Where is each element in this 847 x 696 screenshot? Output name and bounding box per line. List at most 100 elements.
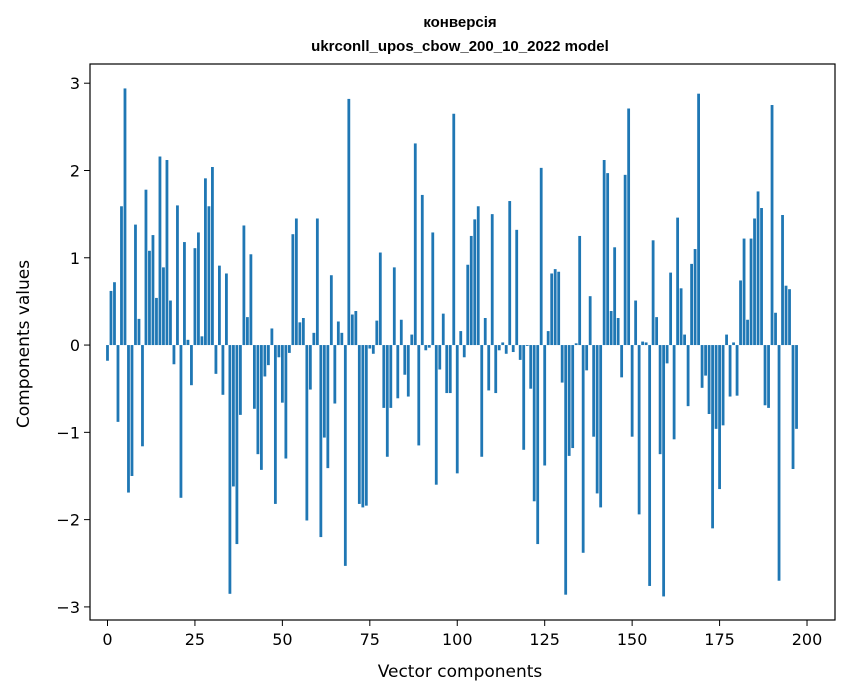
bar-196: [791, 345, 795, 469]
bar-171: [704, 345, 707, 376]
bar-87: [410, 334, 414, 346]
x-tick-label-50: 50: [272, 630, 292, 649]
bar-64: [329, 275, 333, 346]
bar-108: [483, 318, 487, 346]
bar-90: [420, 194, 424, 346]
bar-107: [480, 345, 484, 457]
bar-25: [193, 248, 197, 346]
bar-21: [179, 345, 183, 498]
bar-172: [707, 345, 711, 414]
bar-10: [141, 345, 144, 447]
x-axis-ticks: 0 25 50 75 100 125 150 175 200: [102, 620, 822, 649]
bar-43: [256, 345, 260, 455]
bar-49: [277, 345, 281, 358]
bar-37: [235, 345, 239, 545]
bar-6: [127, 345, 130, 493]
chart-title-line-1: конверсія: [423, 14, 496, 31]
bar-142: [602, 160, 606, 346]
bar-161: [669, 272, 673, 346]
bar-184: [749, 238, 753, 346]
bar-165: [683, 334, 686, 346]
bar-193: [781, 215, 784, 346]
bar-24: [190, 345, 193, 386]
bar-50: [280, 345, 284, 403]
bar-182: [742, 238, 746, 346]
bar-111: [494, 345, 498, 394]
bar-52: [287, 345, 291, 353]
plot-frame: [89, 63, 836, 621]
bar-40: [246, 317, 249, 346]
bar-9: [137, 318, 141, 346]
bar-84: [399, 319, 403, 346]
bar-70: [350, 314, 354, 346]
bar-69: [347, 98, 351, 346]
bar-102: [462, 345, 466, 358]
x-tick-label-0: 0: [102, 630, 112, 649]
bar-61: [319, 345, 323, 538]
bar-51: [284, 345, 288, 459]
bar-164: [679, 288, 683, 346]
x-tick-label-150: 150: [617, 630, 648, 649]
bar-2: [113, 282, 116, 346]
bar-185: [753, 218, 756, 346]
bar-110: [490, 214, 494, 346]
bar-30: [211, 167, 214, 346]
bar-131: [564, 345, 568, 595]
bar-188: [763, 345, 767, 406]
bar-65: [333, 345, 337, 404]
bar-179: [732, 342, 735, 346]
bar-17: [165, 160, 169, 346]
bar-134: [574, 343, 578, 346]
bar-22: [183, 242, 186, 346]
bar-92: [427, 345, 431, 348]
bar-136: [581, 345, 585, 553]
bar-124: [539, 167, 543, 346]
bar-174: [714, 345, 718, 429]
bar-14: [155, 297, 158, 346]
bar-195: [788, 289, 791, 346]
y-tick-label--2: −2: [56, 511, 80, 530]
bar-151: [634, 300, 638, 346]
bar-166: [686, 345, 690, 407]
bar-149: [627, 108, 631, 346]
bar-44: [259, 345, 263, 470]
bar-80: [385, 345, 389, 457]
bar-3: [116, 345, 120, 422]
y-tick-label-3: 3: [70, 74, 80, 93]
bar-178: [728, 345, 732, 397]
bar-176: [721, 345, 725, 426]
bar-191: [774, 312, 777, 346]
bar-76: [371, 345, 375, 354]
y-tick-label--1: −1: [56, 423, 80, 442]
bar-71: [354, 311, 358, 346]
bar-4: [120, 206, 123, 346]
bar-167: [690, 263, 693, 346]
bar-88: [413, 143, 417, 346]
bar-187: [760, 208, 763, 346]
bar-95: [438, 345, 442, 370]
x-tick-label-25: 25: [185, 630, 205, 649]
bar-133: [571, 345, 575, 449]
bar-68: [343, 345, 347, 566]
bar-140: [595, 345, 599, 494]
bar-13: [151, 235, 155, 346]
bar-147: [620, 345, 624, 378]
bar-79: [382, 345, 386, 408]
bar-73: [361, 345, 365, 508]
y-axis-label: Components values: [14, 260, 34, 428]
bar-116: [511, 345, 515, 353]
bar-32: [218, 265, 221, 346]
bar-42: [252, 345, 256, 409]
bar-118: [518, 345, 522, 360]
bar-123: [536, 345, 540, 545]
bar-66: [336, 321, 340, 346]
bar-31: [214, 345, 218, 374]
bar-148: [623, 174, 627, 346]
bar-7: [130, 345, 134, 476]
bar-59: [312, 332, 316, 346]
bar-77: [375, 320, 379, 346]
bar-135: [578, 235, 582, 346]
bar-157: [655, 317, 659, 346]
bar-138: [588, 296, 592, 346]
